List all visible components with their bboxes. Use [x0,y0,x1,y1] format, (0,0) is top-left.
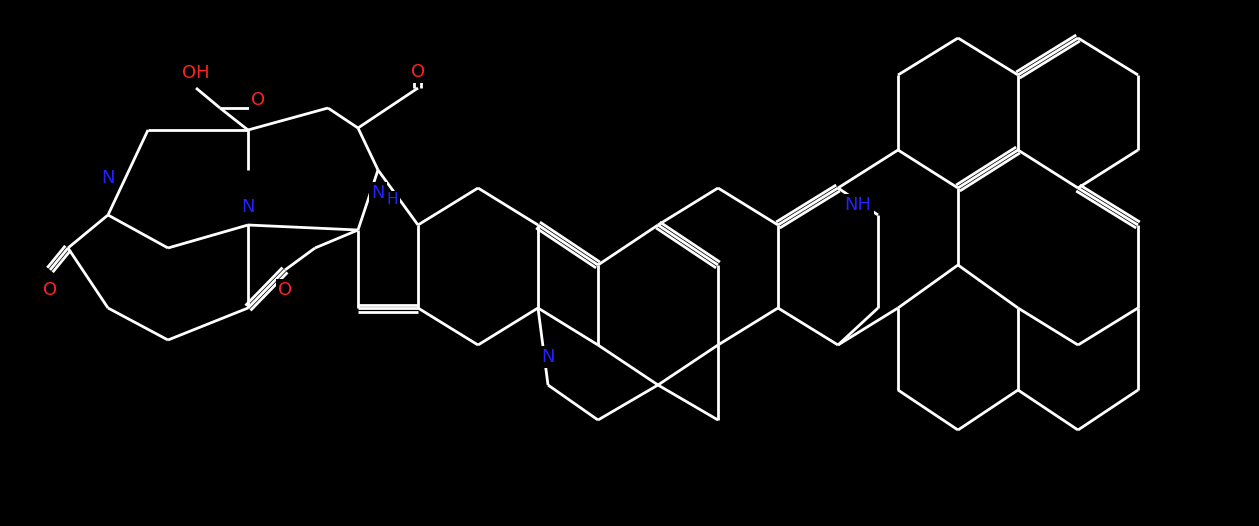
Text: O: O [278,281,292,299]
Text: O: O [251,91,266,109]
Text: O: O [43,281,57,299]
Text: N: N [101,169,115,187]
Text: OH: OH [183,64,210,82]
Text: O: O [410,63,426,81]
Text: N: N [371,184,385,202]
Text: H: H [387,193,398,207]
Text: N: N [242,198,254,216]
Text: N: N [541,348,555,366]
Text: NH: NH [845,196,871,214]
